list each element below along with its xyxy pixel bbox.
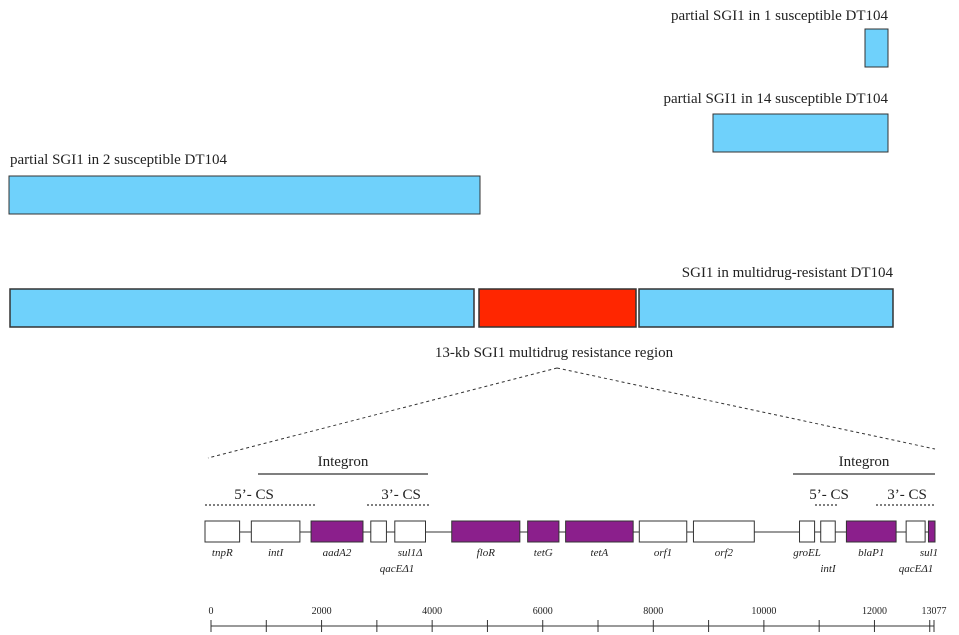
gene-label: blaP1 [858,547,884,559]
gene-label: floR [477,547,496,559]
scale-tick-label: 12000 [862,606,887,617]
gene-label: sul1 [920,547,938,559]
gene-qace1 [370,520,387,543]
scale-tick-label: 0 [209,606,214,617]
track-label: partial SGI1 in 14 susceptible DT104 [663,91,888,107]
gene-sul1 [927,520,936,543]
gene-aada2 [310,520,364,543]
resistance-region-segment [478,288,637,328]
scale-tick-label: 13077 [922,606,947,617]
gene-teta [565,520,634,543]
integron-right: Integron 5’- CS 3’- CS [793,454,935,506]
three-prime-cs-label: 3’- CS [381,487,421,503]
gene-label: groEL [793,547,821,559]
gene-label: tetG [534,547,553,559]
track-full-sgi1: SGI1 in multidrug-resistant DT104 [9,265,894,328]
track-partial-1: partial SGI1 in 1 susceptible DT104 [671,8,889,68]
sgi1-segment [864,28,889,68]
track-label: partial SGI1 in 1 susceptible DT104 [671,8,889,24]
sgi1-left-segment [9,288,475,328]
gene-inti [820,520,836,543]
scale-tick-label: 2000 [312,606,332,617]
gene-label: intI [820,563,837,575]
zoom-line-right [556,367,936,450]
gene-qace1 [905,520,926,543]
sgi1-right-segment [638,288,894,328]
scale-tick-label: 8000 [643,606,663,617]
five-prime-cs-label: 5’- CS [809,487,849,503]
region-label: 13-kb SGI1 multidrug resistance region [435,345,674,361]
track-label: partial SGI1 in 2 susceptible DT104 [10,152,228,168]
gene-sul1 [394,520,427,543]
gene-map: tnpR intI aadA2 qacEΔ1 sul1Δ floR tetG tetA orf1… [204,520,938,575]
scale-tick-label: 4000 [422,606,442,617]
gene-label: tetA [591,547,609,559]
gene-label: orf2 [715,547,734,559]
integron-label: Integron [318,454,369,470]
gene-orf2 [692,520,755,543]
three-prime-cs-label: 3’- CS [887,487,927,503]
sgi1-segment [712,113,889,153]
gene-label: sul1Δ [398,547,423,559]
zoom-line-left [207,367,558,459]
gene-orf1 [638,520,688,543]
gene-inti [250,520,301,543]
scale-bar: 0 2000 4000 6000 8000 10000 12000 13077 [209,606,947,632]
scale-tick-label: 6000 [533,606,553,617]
integron-left: Integron 5’- CS 3’- CS [205,454,431,506]
sgi1-segment [8,175,481,215]
gene-label: tnpR [212,547,233,559]
gene-blap1 [845,520,897,543]
five-prime-cs-label: 5’- CS [234,487,274,503]
gene-flor [451,520,521,543]
gene-label: intI [268,547,285,559]
gene-label: qacEΔ1 [899,563,934,575]
integron-label: Integron [839,454,890,470]
gene-groel [799,520,816,543]
gene-label: orf1 [654,547,672,559]
gene-tetg [527,520,560,543]
track-partial-2: partial SGI1 in 2 susceptible DT104 [8,152,481,215]
track-partial-14: partial SGI1 in 14 susceptible DT104 [663,91,889,153]
track-label: SGI1 in multidrug-resistant DT104 [682,265,894,281]
gene-label: qacEΔ1 [380,563,415,575]
gene-label: aadA2 [323,547,352,559]
gene-tnpr [204,520,241,543]
scale-tick-label: 10000 [751,606,776,617]
